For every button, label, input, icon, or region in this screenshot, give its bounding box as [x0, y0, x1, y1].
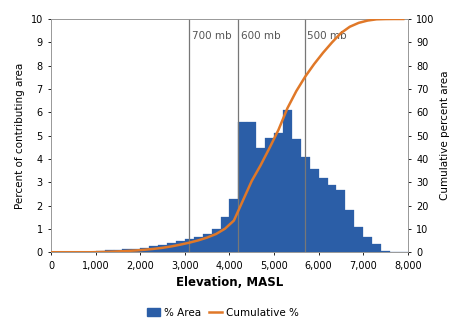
Bar: [274, 133, 283, 252]
Bar: [203, 233, 212, 252]
Bar: [122, 250, 132, 252]
Legend: % Area, Cumulative %: % Area, Cumulative %: [143, 303, 303, 322]
Text: 700 mb: 700 mb: [192, 31, 231, 41]
Bar: [327, 184, 336, 252]
Y-axis label: Cumulative percent area: Cumulative percent area: [440, 71, 450, 200]
X-axis label: Elevation, MASL: Elevation, MASL: [176, 276, 283, 289]
Text: 500 mb: 500 mb: [307, 31, 347, 41]
Bar: [167, 243, 176, 252]
Bar: [194, 237, 203, 252]
Bar: [265, 138, 274, 252]
Bar: [372, 244, 381, 252]
Bar: [176, 241, 185, 252]
Bar: [363, 237, 372, 252]
Bar: [239, 122, 247, 252]
Bar: [283, 110, 292, 252]
Bar: [158, 245, 167, 252]
Bar: [354, 227, 363, 252]
Text: 600 mb: 600 mb: [240, 31, 280, 41]
Bar: [229, 198, 239, 252]
Y-axis label: Percent of contributing area: Percent of contributing area: [15, 62, 25, 209]
Bar: [212, 229, 220, 252]
Bar: [220, 217, 229, 252]
Bar: [301, 157, 310, 252]
Bar: [345, 210, 354, 252]
Bar: [113, 250, 122, 252]
Bar: [185, 239, 194, 252]
Bar: [292, 139, 301, 252]
Bar: [310, 169, 319, 252]
Bar: [105, 250, 113, 252]
Bar: [132, 249, 140, 252]
Bar: [140, 248, 149, 252]
Bar: [247, 122, 256, 252]
Bar: [256, 148, 265, 252]
Bar: [336, 190, 345, 252]
Bar: [381, 250, 390, 252]
Bar: [319, 178, 327, 252]
Bar: [149, 246, 158, 252]
Bar: [96, 251, 105, 252]
